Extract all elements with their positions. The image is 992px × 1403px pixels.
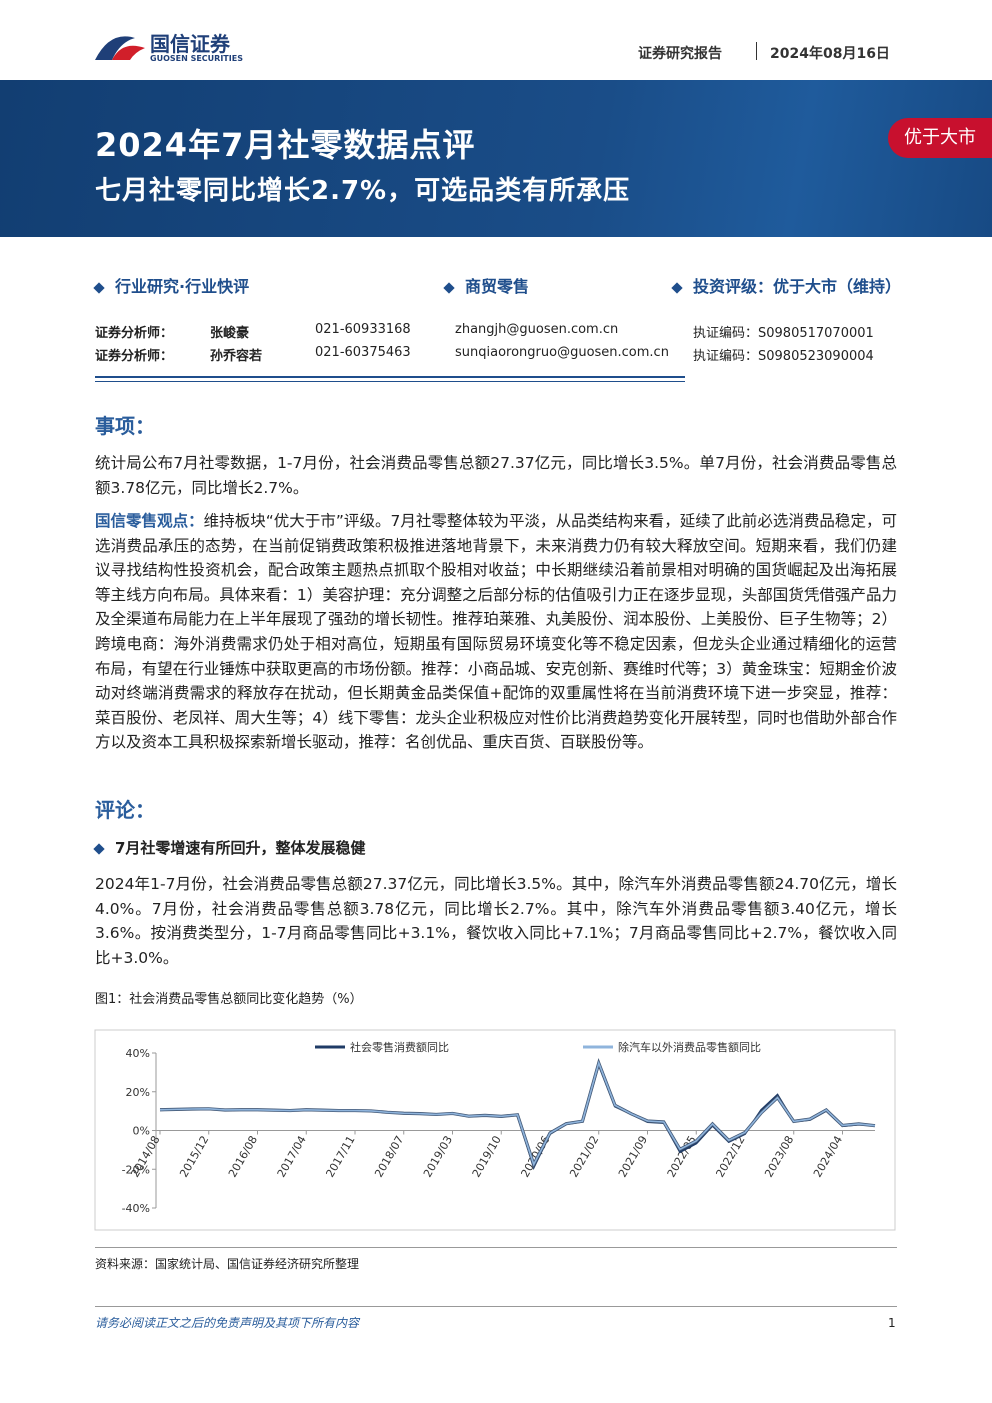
chart: 40%20%0%-20%-40%2014/08 2015/12 2016/08 201… <box>94 1029 896 1231</box>
page-number: 1 <box>888 1316 896 1330</box>
tag: 行业研究·行业快评 <box>93 273 250 297</box>
analyst-phone: 021-60933168 <box>315 322 411 337</box>
legend-label: 除汽车以外消费品零售额同比 <box>618 1040 761 1054</box>
tag-text: 行业研究·行业快评 <box>115 277 250 296</box>
rule <box>95 376 685 382</box>
bullet-icon <box>671 281 683 294</box>
x-tick-label: 2024/04 <box>811 1134 845 1180</box>
bullet-icon <box>93 281 105 294</box>
paragraph-text: 维持板块“优大于市”评级。7月社零整体较为平淡，从品类结构来看，延续了此前必选消… <box>95 512 897 752</box>
analyst-email: zhangjh@guosen.com.cn <box>455 322 619 337</box>
bullet-heading: 7月社零增速有所回升，整体发展稳健 <box>93 837 366 858</box>
bullet-icon <box>93 842 105 855</box>
analyst-role: 证券分析师： <box>95 326 174 341</box>
paragraph: 国信零售观点：维持板块“优大于市”评级。7月社零整体较为平淡，从品类结构来看，延… <box>95 509 897 755</box>
rule <box>95 1247 897 1248</box>
analyst-license: 执证编码：S0980523090004 <box>693 349 874 364</box>
section-heading: 评论： <box>95 798 155 822</box>
logo-en: GUOSEN SECURITIES <box>150 54 243 63</box>
rule <box>95 1306 897 1307</box>
analyst-role: 证券分析师： <box>95 349 174 364</box>
analyst-name: 张峻豪 <box>210 326 250 341</box>
bullet-text: 7月社零增速有所回升，整体发展稳健 <box>115 839 366 857</box>
analyst-license: 执证编码：S0980517070001 <box>693 326 874 341</box>
x-tick-label: 2023/08 <box>762 1134 796 1180</box>
bullet-icon <box>443 281 455 294</box>
section-heading: 事项： <box>95 414 155 438</box>
x-tick-label: 2017/11 <box>323 1134 357 1180</box>
series-line <box>159 1060 876 1167</box>
tag: 商贸零售 <box>443 273 530 297</box>
x-tick-label: 2018/07 <box>372 1134 406 1180</box>
paragraph: 2024年1-7月份，社会消费品零售总额27.37亿元，同比增长3.5%。其中，… <box>95 875 897 967</box>
x-tick-label: 2021/02 <box>567 1134 601 1180</box>
report-title: 2024年7月社零数据点评 <box>95 126 476 164</box>
paragraph-label: 国信零售观点： <box>95 512 204 530</box>
chart-frame <box>94 1029 896 1231</box>
separator <box>756 42 757 60</box>
figure-source: 资料来源：国家统计局、国信证券经济研究所整理 <box>95 1257 360 1271</box>
y-tick-label: 20% <box>126 1086 150 1099</box>
tag: 投资评级：优于大市（维持） <box>671 273 902 297</box>
x-tick-label: 2015/12 <box>177 1134 211 1180</box>
legend-label: 社会零售消费额同比 <box>350 1040 449 1054</box>
report-date: 2024年08月16日 <box>770 46 890 62</box>
analyst-name: 孙乔容若 <box>210 349 263 364</box>
y-tick-label: 40% <box>126 1047 150 1060</box>
rating-tag: 优于大市 <box>888 118 992 158</box>
banner <box>0 80 992 237</box>
report-subtitle: 七月社零同比增长2.7%，可选品类有所承压 <box>95 176 631 206</box>
x-tick-label: 2019/03 <box>421 1134 455 1180</box>
y-tick-label: -40% <box>122 1202 150 1215</box>
x-tick-label: 2021/09 <box>616 1134 650 1180</box>
tag-text: 投资评级：优于大市（维持） <box>693 277 902 296</box>
paragraph: 统计局公布7月社零数据，1-7月份，社会消费品零售总额27.37亿元，同比增长3… <box>95 454 897 497</box>
disclaimer: 请务必阅读正文之后的免责声明及其项下所有内容 <box>95 1316 360 1330</box>
x-tick-label: 2022/05 <box>665 1134 699 1180</box>
logo-icon <box>95 36 145 60</box>
report-type: 证券研究报告 <box>638 46 722 62</box>
series-outline <box>159 1057 876 1169</box>
x-tick-label: 2019/10 <box>470 1134 504 1180</box>
x-tick-label: 2017/04 <box>275 1134 309 1180</box>
x-tick-label: 2016/08 <box>226 1134 260 1180</box>
figure-caption: 图1：社会消费品零售总额同比变化趋势（%） <box>95 992 363 1007</box>
y-tick-label: -20% <box>122 1163 150 1176</box>
tag-text: 商贸零售 <box>465 277 530 296</box>
y-tick-label: 0% <box>133 1125 150 1138</box>
logo-cn: 国信证券 <box>150 32 230 56</box>
analyst-email: sunqiaorongruo@guosen.com.cn <box>455 345 669 360</box>
analyst-phone: 021-60375463 <box>315 345 411 360</box>
